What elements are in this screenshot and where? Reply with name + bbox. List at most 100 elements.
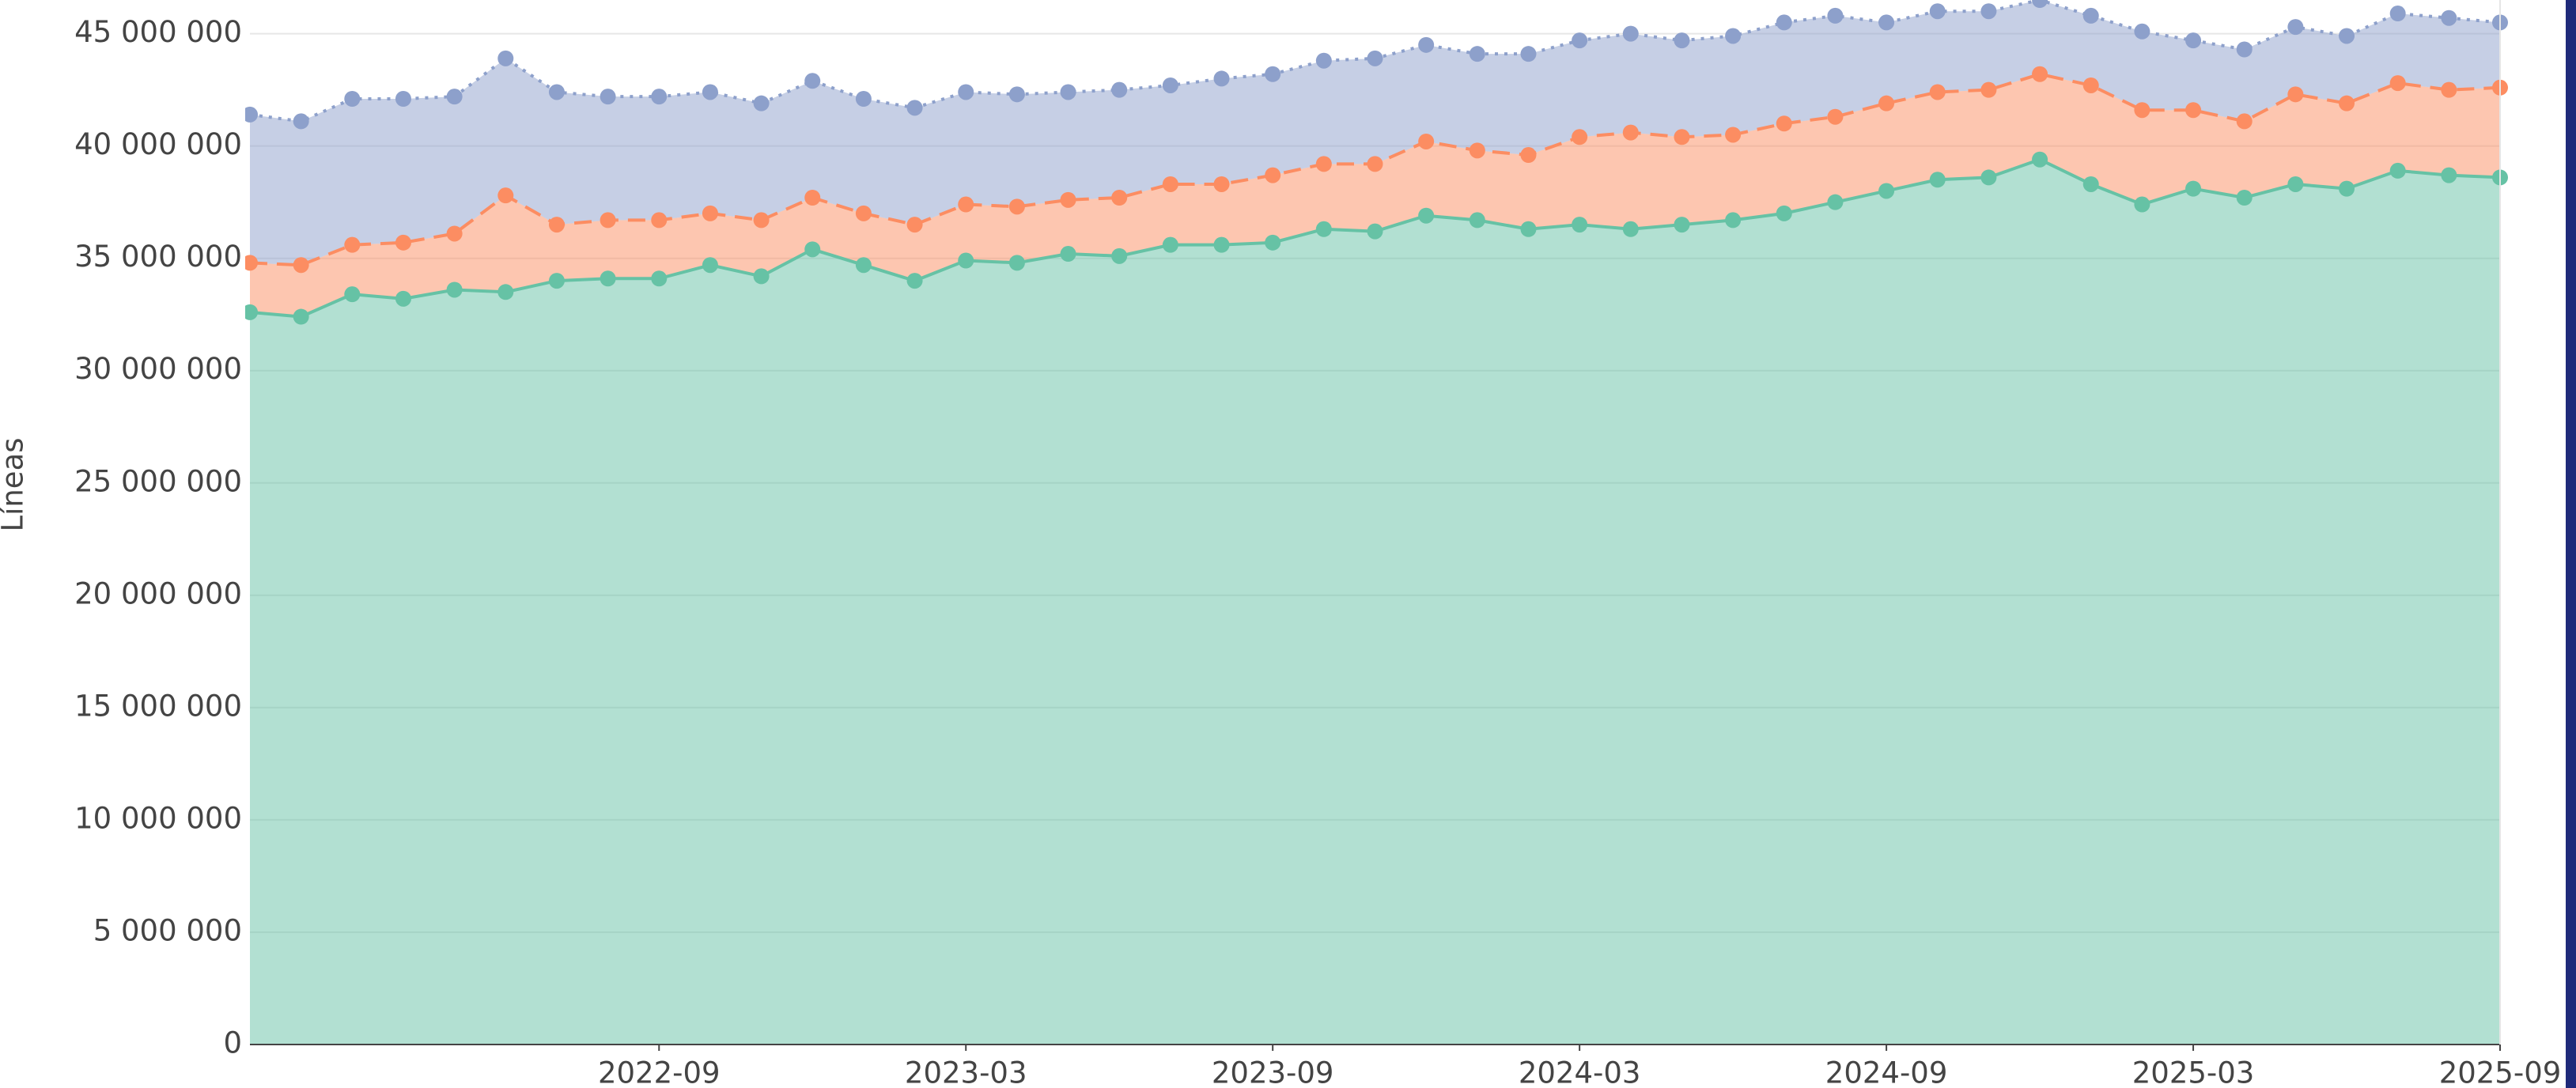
point (855, 205, 872, 221)
y-tick-label: 35 000 000 (74, 240, 242, 274)
point (600, 270, 616, 287)
point (1265, 167, 1281, 183)
point (1162, 176, 1178, 192)
point (855, 257, 872, 274)
point (958, 196, 974, 213)
point (804, 189, 821, 206)
point (1572, 32, 1588, 49)
point (1418, 36, 1435, 53)
point (1162, 77, 1178, 93)
point (1980, 3, 1997, 20)
point (1622, 221, 1639, 237)
point (2082, 176, 2099, 192)
point (1878, 14, 1895, 31)
y-tick-label: 25 000 000 (74, 464, 242, 498)
x-tick-label: 2024-09 (1825, 1056, 1948, 1088)
point (651, 212, 668, 229)
point (2032, 151, 2048, 168)
point (1315, 156, 1332, 172)
point (958, 252, 974, 269)
point (344, 236, 361, 253)
point (344, 90, 361, 107)
point (2032, 0, 2048, 8)
point (1674, 129, 1690, 145)
point (2185, 32, 2202, 49)
point (1725, 28, 1742, 44)
point (2441, 9, 2457, 26)
plot-area (245, 0, 2508, 1045)
area (250, 0, 2500, 266)
point (753, 268, 770, 285)
point (1111, 189, 1128, 206)
point (1674, 217, 1690, 233)
point (548, 84, 565, 100)
point (2287, 176, 2304, 192)
point (1929, 3, 1946, 20)
x-tick-label: 2025-09 (2439, 1056, 2562, 1088)
point (497, 50, 514, 66)
point (245, 106, 258, 123)
point (2134, 23, 2150, 40)
point (1367, 223, 1383, 240)
point (1827, 7, 1844, 24)
x-tick-label: 2025-03 (2132, 1056, 2255, 1088)
x-tick-label: 2022-09 (598, 1056, 721, 1088)
point (2339, 180, 2355, 197)
point (1060, 191, 1076, 208)
y-tick-label: 30 000 000 (74, 352, 242, 386)
y-tick-label: 15 000 000 (74, 689, 242, 723)
point (245, 304, 258, 320)
y-tick-label: 40 000 000 (74, 127, 242, 161)
point (1827, 108, 1844, 125)
axes: 0 5 000 000 10 000 000 15 000 000 20 000 000… (74, 0, 2561, 1088)
point (1315, 52, 1332, 69)
point (293, 308, 309, 325)
point (1929, 84, 1946, 100)
point (906, 217, 923, 233)
point (906, 100, 923, 116)
point (2236, 41, 2253, 58)
point (1265, 66, 1281, 82)
point (753, 95, 770, 111)
point (1469, 212, 1485, 229)
point (548, 217, 565, 233)
point (2287, 19, 2304, 36)
point (2287, 86, 2304, 103)
point (2032, 66, 2048, 82)
point (1213, 176, 1230, 192)
y-tick-label: 0 (223, 1026, 242, 1060)
point (2082, 77, 2099, 93)
point (2236, 189, 2253, 206)
point (1060, 246, 1076, 263)
point (2441, 167, 2457, 183)
point (1776, 205, 1792, 221)
point (804, 73, 821, 89)
point (1827, 194, 1844, 210)
point (1315, 221, 1332, 237)
point (1878, 183, 1895, 199)
point (2134, 102, 2150, 119)
point (1111, 247, 1128, 264)
point (2236, 113, 2253, 130)
point (1111, 81, 1128, 98)
point (702, 84, 718, 100)
point (1367, 50, 1383, 66)
point (293, 257, 309, 274)
x-tick-label: 2023-09 (1212, 1056, 1334, 1088)
point (702, 257, 718, 274)
point (2082, 7, 2099, 24)
point (2441, 81, 2457, 98)
point (600, 89, 616, 105)
point (1776, 14, 1792, 31)
point (1622, 25, 1639, 42)
point (1469, 46, 1485, 62)
point (2185, 102, 2202, 119)
point (344, 286, 361, 303)
y-tick-label: 10 000 000 (74, 801, 242, 835)
point (245, 255, 258, 271)
point (651, 89, 668, 105)
point (1572, 217, 1588, 233)
point (702, 205, 718, 221)
point (1367, 156, 1383, 172)
